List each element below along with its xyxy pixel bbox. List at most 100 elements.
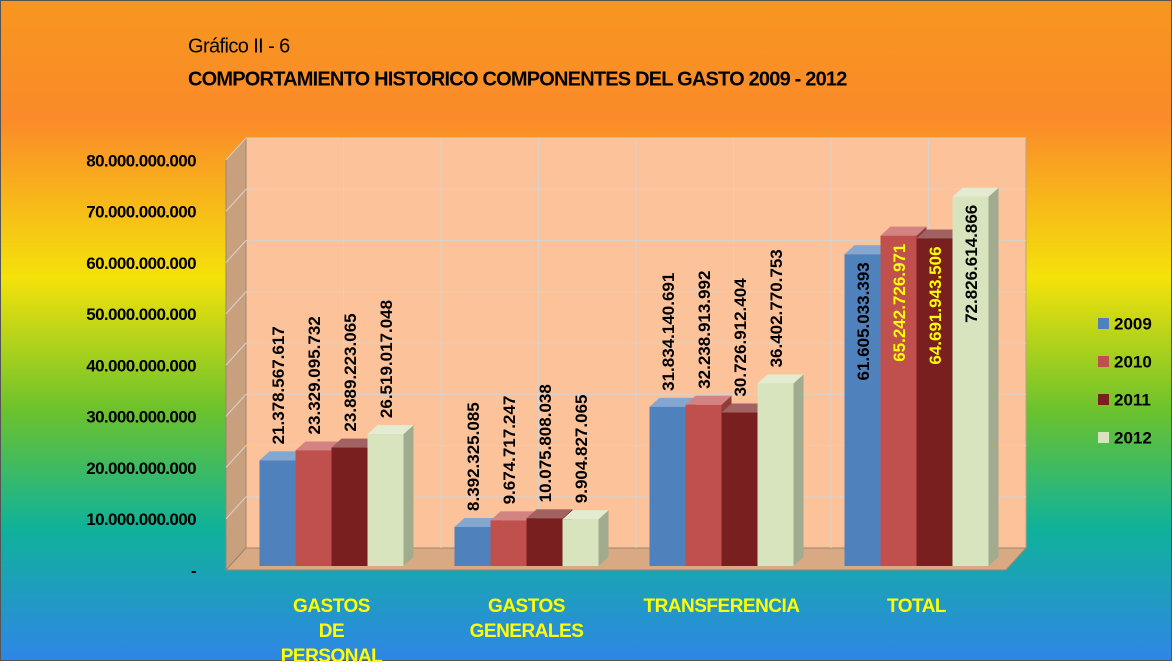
legend-swatch bbox=[1098, 432, 1109, 443]
bar-top-shade bbox=[721, 403, 768, 413]
value-label: 61.605.033.393 bbox=[854, 262, 873, 380]
bar-top bbox=[295, 441, 342, 451]
bar-side bbox=[988, 187, 999, 566]
x-tick-label: GASTOS DE PERSONAL bbox=[280, 596, 383, 667]
y-tick-label: 50.000.000.000 bbox=[86, 305, 196, 324]
bar-side-shade bbox=[988, 187, 999, 566]
bar bbox=[649, 406, 686, 566]
bar-top bbox=[562, 510, 609, 520]
bar-top-shade bbox=[454, 517, 501, 527]
value-label: 32.238.913.992 bbox=[695, 271, 714, 389]
chart-subtitle: Gráfico II - 6 bbox=[188, 35, 290, 57]
x-tick-label: TOTAL bbox=[886, 596, 947, 617]
y-tick-label: - bbox=[191, 561, 196, 580]
grid-line bbox=[225, 496, 247, 520]
bar-top bbox=[367, 425, 414, 435]
bar bbox=[331, 447, 368, 566]
bar bbox=[757, 383, 794, 566]
bar bbox=[562, 519, 599, 566]
bar-top bbox=[952, 187, 999, 197]
bar bbox=[880, 235, 917, 566]
bar-side bbox=[793, 374, 804, 566]
bar-top-shade bbox=[526, 509, 573, 519]
bar-side bbox=[598, 510, 609, 566]
grid-line bbox=[225, 240, 247, 263]
legend-label: 2011 bbox=[1114, 390, 1151, 409]
y-tick-label: 60.000.000.000 bbox=[86, 254, 196, 273]
bar-top bbox=[916, 229, 963, 239]
bar-top-shade bbox=[649, 397, 696, 407]
bar bbox=[526, 518, 563, 566]
value-label: 8.392.325.085 bbox=[464, 402, 483, 511]
x-tick-label: GASTOS GENERALES bbox=[469, 596, 584, 642]
x-tick-label: TRANSFERENCIA bbox=[643, 596, 800, 617]
bar-top bbox=[649, 397, 696, 407]
bar bbox=[295, 450, 332, 566]
bar-top bbox=[259, 451, 306, 461]
bar bbox=[367, 434, 404, 566]
bar-top bbox=[331, 438, 378, 448]
bar-side bbox=[403, 425, 414, 566]
value-label: 9.674.717.247 bbox=[500, 396, 519, 505]
bar bbox=[454, 526, 491, 566]
bar-top-shade bbox=[490, 511, 537, 521]
bar bbox=[844, 254, 881, 566]
bar-top-shade bbox=[259, 451, 306, 461]
grid-line bbox=[225, 291, 247, 315]
value-label: 65.242.726.971 bbox=[890, 244, 909, 362]
bar bbox=[916, 238, 953, 566]
value-label: 64.691.943.506 bbox=[926, 246, 945, 364]
legend-label: 2010 bbox=[1114, 352, 1152, 371]
value-label: 26.519.017.048 bbox=[377, 300, 396, 418]
bar-top bbox=[490, 511, 537, 521]
grid-line bbox=[225, 137, 247, 161]
value-label: 72.826.614.866 bbox=[962, 205, 981, 323]
bar bbox=[490, 520, 527, 566]
value-label: 23.889.223.065 bbox=[341, 313, 360, 431]
bar-side-shade bbox=[598, 510, 609, 566]
legend-label: 2012 bbox=[1114, 428, 1152, 447]
value-label: 31.834.140.691 bbox=[659, 273, 678, 391]
x-tick-label-box: GASTOS GENERALES bbox=[377, 594, 677, 644]
y-tick-label: 20.000.000.000 bbox=[86, 459, 196, 478]
bar bbox=[685, 404, 722, 566]
bar-top bbox=[880, 226, 927, 236]
bar-top-shade bbox=[952, 187, 999, 197]
chart-title: COMPORTAMIENTO HISTORICO COMPONENTES DEL… bbox=[188, 68, 847, 90]
y-tick-label: 40.000.000.000 bbox=[86, 356, 196, 375]
grid-line bbox=[225, 393, 247, 417]
grid-line bbox=[225, 342, 247, 366]
bar-side-shade bbox=[793, 374, 804, 566]
legend-swatch bbox=[1098, 394, 1109, 405]
x-tick-label-box: TOTAL bbox=[767, 594, 1067, 619]
bar-top-shade bbox=[880, 226, 927, 236]
bar-side-shade bbox=[403, 425, 414, 566]
bar-top bbox=[526, 509, 573, 519]
y-tick-label: 30.000.000.000 bbox=[86, 408, 196, 427]
bar-top-shade bbox=[757, 374, 804, 384]
bar-top-shade bbox=[367, 425, 414, 435]
bar-top bbox=[757, 374, 804, 384]
value-label: 30.726.912.404 bbox=[731, 278, 750, 397]
value-label: 9.904.827.065 bbox=[572, 395, 591, 504]
grid-line bbox=[225, 445, 247, 468]
x-tick-label-box: TRANSFERENCIA bbox=[572, 594, 872, 619]
bar bbox=[721, 412, 758, 566]
value-label: 21.378.567.617 bbox=[269, 326, 288, 444]
value-label: 23.329.095.732 bbox=[305, 316, 324, 434]
bar-top bbox=[844, 245, 891, 255]
bar-top-shade bbox=[916, 229, 963, 239]
value-label: 10.075.808.038 bbox=[536, 384, 555, 502]
bar-top-shade bbox=[562, 510, 609, 520]
y-tick-label: 80.000.000.000 bbox=[86, 151, 196, 170]
floor bbox=[224, 547, 1028, 571]
bar-top-shade bbox=[331, 438, 378, 448]
bar-top bbox=[685, 395, 732, 405]
legend-label: 2009 bbox=[1114, 314, 1152, 333]
bar bbox=[952, 196, 989, 566]
grid-line bbox=[225, 188, 247, 212]
bar-top-shade bbox=[295, 441, 342, 451]
bar-top bbox=[454, 517, 501, 527]
